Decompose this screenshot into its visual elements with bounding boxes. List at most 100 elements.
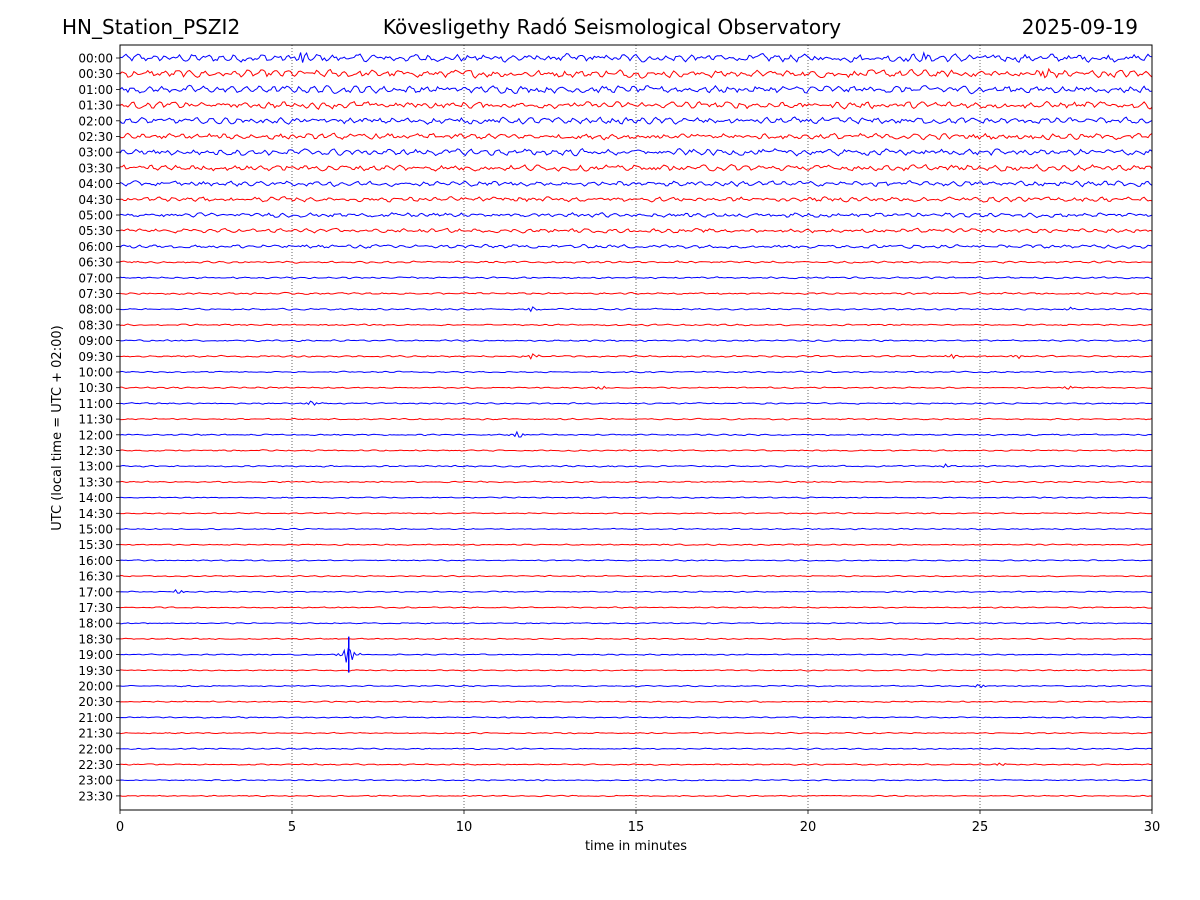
- ytick-label-0700: 07:00: [78, 271, 113, 285]
- ytick-label-2030: 20:30: [78, 695, 113, 709]
- ytick-label-0400: 04:00: [78, 177, 113, 191]
- ytick-label-1730: 17:30: [78, 601, 113, 615]
- ytick-label-2130: 21:30: [78, 727, 113, 741]
- xtick-label-5: 5: [288, 820, 296, 835]
- trace-1030: [119, 385, 1153, 390]
- x-axis-ticks: 0 5 10 15 20 25 30: [116, 810, 1160, 835]
- ytick-label-1330: 13:30: [78, 475, 113, 489]
- ytick-label-1000: 10:00: [78, 366, 113, 380]
- trace-0930: [119, 353, 1153, 360]
- trace-0530: [119, 227, 1153, 234]
- trace-1930: [119, 669, 1153, 672]
- trace-1400: [119, 496, 1153, 499]
- trace-1900: [119, 647, 1153, 663]
- ytick-label-1300: 13:00: [78, 460, 113, 474]
- ytick-label-1800: 18:00: [78, 617, 113, 631]
- ytick-label-1900: 19:00: [78, 648, 113, 662]
- ytick-label-0630: 06:30: [78, 256, 113, 270]
- trace-1330: [119, 480, 1153, 484]
- ytick-label-1400: 14:00: [78, 491, 113, 505]
- trace-1630: [119, 574, 1153, 578]
- seismic-traces: [119, 51, 1153, 798]
- ytick-label-0430: 04:30: [78, 193, 113, 207]
- trace-0030: [119, 67, 1153, 79]
- ytick-label-0000: 00:00: [78, 52, 113, 66]
- ytick-label-0200: 02:00: [78, 114, 113, 128]
- ytick-label-0330: 03:30: [78, 161, 113, 175]
- ytick-label-0100: 01:00: [78, 83, 113, 97]
- trace-0730: [119, 291, 1153, 295]
- xtick-label-30: 30: [1144, 820, 1161, 835]
- trace-1500: [119, 527, 1152, 531]
- trace-2230: [119, 762, 1152, 766]
- trace-0300: [119, 147, 1153, 157]
- ytick-label-0500: 05:00: [78, 209, 113, 223]
- trace-1200: [119, 430, 1153, 438]
- trace-1730: [119, 606, 1153, 609]
- trace-0230: [119, 132, 1153, 141]
- xtick-label-10: 10: [456, 820, 473, 835]
- trace-2200: [119, 747, 1153, 751]
- ytick-label-1630: 16:30: [78, 570, 113, 584]
- ytick-label-0900: 09:00: [78, 334, 113, 348]
- trace-1530: [119, 543, 1153, 546]
- trace-0500: [119, 212, 1153, 219]
- trace-2330: [119, 794, 1153, 798]
- trace-0630: [119, 260, 1153, 264]
- ytick-label-0130: 01:30: [78, 99, 113, 113]
- trace-2000: [119, 684, 1153, 689]
- ytick-label-1130: 11:30: [78, 413, 113, 427]
- trace-2300: [119, 778, 1153, 782]
- ytick-label-1100: 11:00: [78, 397, 113, 411]
- xtick-label-0: 0: [116, 820, 124, 835]
- date-title: 2025-09-19: [1021, 15, 1138, 39]
- ytick-label-1500: 15:00: [78, 523, 113, 537]
- trace-1300: [119, 463, 1153, 468]
- trace-0900: [119, 339, 1153, 343]
- ytick-label-0600: 06:00: [78, 240, 113, 254]
- trace-1430: [119, 512, 1153, 515]
- grid-lines: [291, 45, 981, 810]
- y-axis-label: UTC (local time = UTC + 02:00): [50, 325, 65, 530]
- trace-2030: [119, 700, 1153, 703]
- observatory-title: Kövesligethy Radó Seismological Observat…: [382, 15, 842, 39]
- ytick-label-1230: 12:30: [78, 444, 113, 458]
- ytick-label-0300: 03:00: [78, 146, 113, 160]
- ytick-label-1200: 12:00: [78, 428, 113, 442]
- ytick-label-2230: 22:30: [78, 758, 113, 772]
- trace-1000: [119, 370, 1153, 374]
- ytick-label-0030: 00:30: [78, 67, 113, 81]
- trace-0330: [119, 163, 1153, 172]
- xtick-label-20: 20: [800, 820, 817, 835]
- trace-0200: [119, 116, 1153, 125]
- ytick-label-0230: 02:30: [78, 130, 113, 144]
- trace-1130: [119, 417, 1153, 421]
- trace-1800: [119, 622, 1153, 625]
- trace-0800: [119, 306, 1153, 313]
- trace-1230: [119, 449, 1153, 452]
- trace-0700: [119, 276, 1153, 280]
- trace-0830: [119, 323, 1153, 327]
- ytick-label-0930: 09:30: [78, 350, 113, 364]
- trace-0430: [119, 196, 1153, 203]
- station-title: HN_Station_PSZI2: [62, 15, 241, 39]
- x-axis-label: time in minutes: [585, 839, 687, 854]
- trace-1600: [119, 559, 1153, 562]
- ytick-label-2100: 21:00: [78, 711, 113, 725]
- ytick-label-0830: 08:30: [78, 318, 113, 332]
- xtick-label-25: 25: [972, 820, 989, 835]
- trace-2130: [119, 731, 1153, 735]
- trace-0400: [119, 179, 1153, 188]
- ytick-label-0730: 07:30: [78, 287, 113, 301]
- ytick-label-1830: 18:30: [78, 632, 113, 646]
- trace-1830: [119, 637, 1153, 641]
- xtick-label-15: 15: [628, 820, 645, 835]
- ytick-label-1930: 19:30: [78, 664, 113, 678]
- ytick-label-2000: 20:00: [78, 680, 113, 694]
- trace-0000: [119, 51, 1153, 64]
- ytick-label-1530: 15:30: [78, 538, 113, 552]
- ytick-label-1430: 14:30: [78, 507, 113, 521]
- ytick-label-2300: 23:00: [78, 774, 113, 788]
